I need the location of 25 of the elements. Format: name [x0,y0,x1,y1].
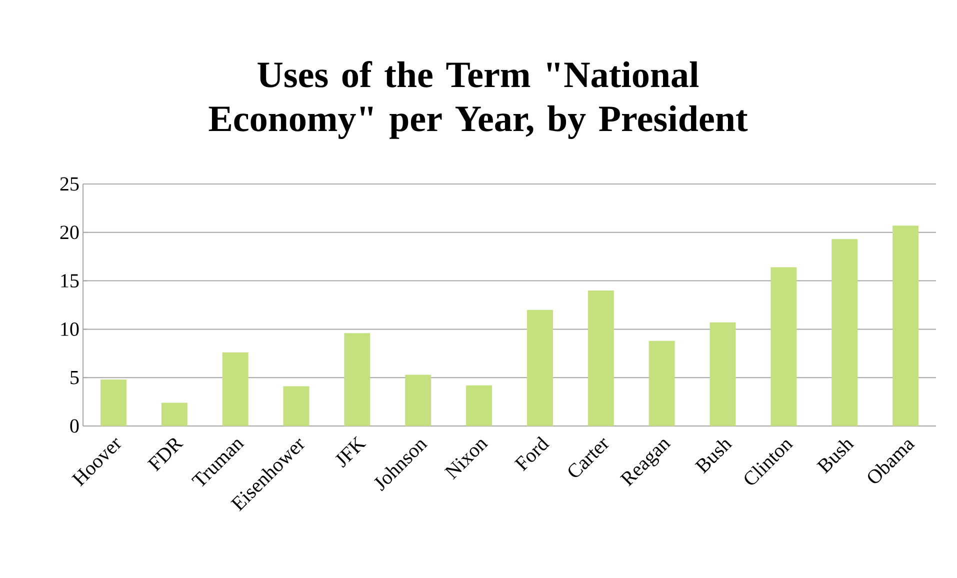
y-tick-label: 15 [61,274,79,288]
y-tick-label: 25 [60,177,79,191]
x-tick-label: Bush [694,440,732,474]
bar [222,352,248,426]
bar [466,385,492,426]
chart-title: Uses of the Term "National Economy" per Year, by President [208,60,748,140]
y-tick-label: 0 [70,419,79,433]
bar [892,226,919,426]
bar [588,290,614,426]
bar [832,239,858,426]
bar [710,322,736,426]
x-tick-label: Bush [816,440,854,474]
y-tick-label: 10 [61,322,79,336]
bar [526,310,553,426]
bar [344,333,370,426]
bar [648,340,675,426]
y-tick-label: 5 [70,370,79,384]
bar [405,374,432,426]
x-tick-label: FDR [147,438,184,472]
x-tick-label: JFK [335,436,366,468]
bar [161,402,188,426]
bar [770,267,797,426]
y-tick-label: 20 [60,226,79,240]
bar [100,380,126,426]
bar [283,386,310,426]
